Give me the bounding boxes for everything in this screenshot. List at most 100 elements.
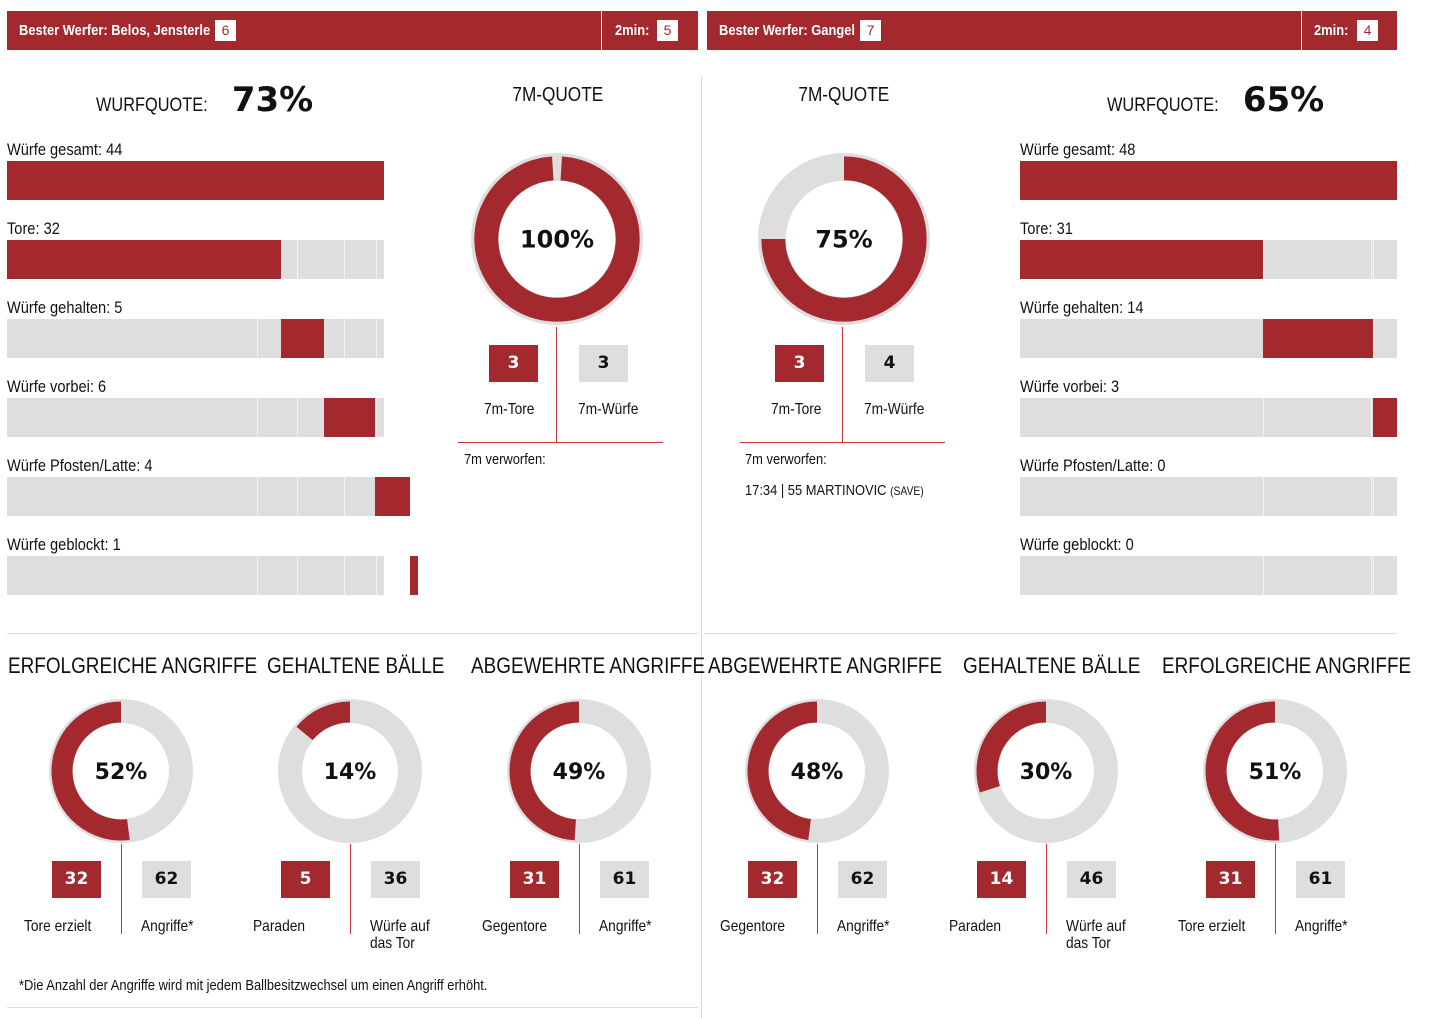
left-7m-goals-label: 7m-Tore [484, 401, 535, 418]
right-stat-label: Würfe geblockt: 0 [1020, 535, 1134, 554]
right-bottom-1-donut-fill [976, 701, 1047, 793]
right-7m-hline [740, 442, 945, 443]
left-7m-attempts-box: 3 [579, 345, 628, 382]
left-wurfquote: WURFQUOTE: 73% [96, 80, 313, 120]
left-bottom-2-donut-fill [509, 701, 580, 841]
left-bottom-2-title: ABGEWEHRTE ANGRIFFE [471, 653, 706, 678]
right-stat-bar [1020, 319, 1397, 358]
left-7m-donut: 100% [470, 152, 644, 326]
left-stat-bar-fill [324, 398, 376, 437]
left-bottom-1-red-label: Paraden [253, 918, 306, 935]
left-bottom-0-percent: 52% [95, 760, 148, 785]
right-wurfquote: WURFQUOTE: 65% [1107, 80, 1324, 120]
left-bottom-0-red-box: 32 [52, 861, 101, 898]
left-section-divider [7, 633, 698, 634]
left-bottom-0-title: ERFOLGREICHE ANGRIFFE [8, 653, 258, 678]
right-stat-bar-tick [1371, 240, 1372, 279]
right-best-scorer-value: 7 [860, 20, 881, 41]
right-bottom-2-grey-box: 61 [1296, 861, 1345, 898]
right-bottom-2-grey-label: Angriffe* [1295, 918, 1348, 935]
right-stat-bar-fill [1263, 319, 1374, 358]
left-stat-label: Tore: 32 [7, 219, 60, 238]
left-two-min-label: 2min: [615, 22, 650, 39]
left-stat-bar-tick [297, 477, 298, 516]
right-7m-title: 7M-QUOTE [744, 84, 944, 107]
left-stat-bar-tick [344, 319, 345, 358]
left-bottom-1-title: GEHALTENE BÄLLE [267, 653, 445, 678]
right-bottom-1-vline [1046, 844, 1047, 934]
right-bottom-1-red-box: 14 [977, 861, 1026, 898]
right-stat-label: Würfe vorbei: 3 [1020, 377, 1120, 396]
left-stat-bar-tick [344, 556, 345, 595]
right-bottom-2-donut-fill [1205, 701, 1280, 841]
left-bottom-2-red-box: 31 [510, 861, 559, 898]
right-stat-bar-tick [1373, 240, 1374, 279]
left-bottom-0-donut-fill [51, 701, 130, 841]
right-7m-missed-label: 7m verworfen: [745, 451, 827, 468]
right-top-bar: Bester Werfer: Gangel 7 2min: 4 [707, 11, 1397, 50]
left-best-scorer-value: 6 [215, 20, 236, 41]
left-stat-bar-tick [376, 398, 377, 437]
left-bottom-1-donut: 14% [278, 699, 422, 843]
left-bottom-1-donut-track [278, 699, 422, 843]
right-stat-bar-fill [1020, 161, 1397, 200]
right-bottom-1-grey-box: 46 [1067, 861, 1116, 898]
right-bottom-1-grey-label: Würfe auf das Tor [1066, 918, 1126, 952]
left-bottom-2-red-label: Gegentore [482, 918, 548, 935]
right-bottom-1-title: GEHALTENE BÄLLE [963, 653, 1141, 678]
right-stat-label: Tore: 31 [1020, 219, 1073, 238]
right-7m-donut-fill [761, 156, 927, 322]
right-bottom-2-title: ERFOLGREICHE ANGRIFFE [1162, 653, 1412, 678]
left-stat-bar-fill [409, 556, 419, 595]
right-stat-bar-fill [1020, 240, 1264, 279]
right-bottom-0-grey-box: 62 [838, 861, 887, 898]
left-top-bar-separator [601, 11, 602, 50]
right-7m-attempts-box: 4 [865, 345, 914, 382]
left-stat-bar-fill [281, 319, 324, 358]
left-bottom-1-red-box: 5 [281, 861, 330, 898]
right-wurfquote-label: WURFQUOTE: [1107, 95, 1219, 116]
right-bottom-2-donut: 51% [1203, 699, 1347, 843]
right-wurfquote-value: 65% [1242, 80, 1325, 120]
right-bottom-0-title: ABGEWEHRTE ANGRIFFE [708, 653, 943, 678]
right-7m-missed-text: 17:34 | 55 MARTINOVIC [745, 482, 887, 499]
right-7m-donut: 75% [757, 152, 931, 326]
right-stat-bar-fill [1373, 398, 1397, 437]
left-stat-bar [7, 556, 419, 595]
right-bottom-0-donut-fill [747, 701, 818, 840]
left-stat-bar-fill [7, 161, 384, 200]
left-stat-bar-tick [344, 240, 345, 279]
bottom-divider [7, 1007, 698, 1008]
right-7m-title-text: 7M-QUOTE [798, 84, 890, 106]
right-7m-missed-item: 17:34 | 55 MARTINOVIC (SAVE) [745, 482, 953, 499]
left-bottom-0-donut: 52% [49, 699, 193, 843]
left-bottom-2-donut: 49% [507, 699, 651, 843]
right-stat-bar-tick [1371, 477, 1372, 516]
left-bottom-2-grey-label: Angriffe* [599, 918, 652, 935]
left-stat-bar-tick [257, 556, 258, 595]
left-stat-label: Würfe gesamt: 44 [7, 140, 123, 159]
right-bottom-2-vline [1275, 844, 1276, 934]
left-stat-bar [7, 398, 384, 437]
left-7m-vline [556, 327, 557, 442]
left-stat-label: Würfe geblockt: 1 [7, 535, 121, 554]
left-stat-bar-tick [257, 477, 258, 516]
right-stat-label: Würfe gehalten: 14 [1020, 298, 1144, 317]
left-7m-title: 7M-QUOTE [458, 84, 658, 107]
left-stat-bar-tick [376, 556, 377, 595]
right-stat-bar [1020, 477, 1397, 516]
right-stat-label: Würfe gesamt: 48 [1020, 140, 1136, 159]
left-stat-label: Würfe Pfosten/Latte: 4 [7, 456, 153, 475]
left-bottom-0-grey-label: Angriffe* [141, 918, 194, 935]
left-7m-goals-box: 3 [489, 345, 538, 382]
right-7m-donut-percent: 75% [815, 226, 872, 254]
left-bottom-2-percent: 49% [553, 760, 606, 785]
left-stat-bar-tick [376, 240, 377, 279]
left-stat-bar-tick [344, 477, 345, 516]
right-stat-bar-tick [1263, 556, 1264, 595]
left-stat-bar-tick [297, 556, 298, 595]
right-top-bar-separator [1301, 11, 1302, 50]
right-bottom-0-red-box: 32 [748, 861, 797, 898]
left-stat-bar [7, 240, 384, 279]
right-stat-bar-tick [1373, 556, 1374, 595]
